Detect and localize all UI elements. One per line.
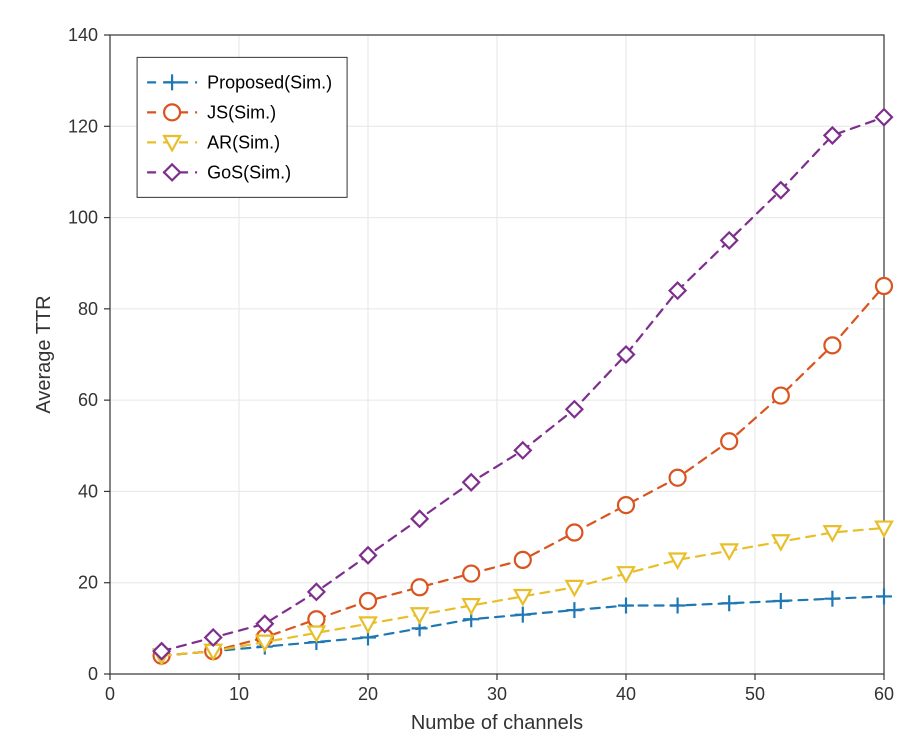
x-axis-label: Numbe of channels [411, 712, 583, 734]
x-tick-label: 10 [229, 684, 249, 704]
legend-label: Proposed(Sim.) [207, 72, 332, 92]
x-tick-label: 0 [105, 684, 115, 704]
y-tick-label: 60 [78, 390, 98, 410]
chart-container: 0 10 20 30 40 50 60 0 20 40 60 80 100 120 140 Numbe of … [0, 0, 924, 754]
y-tick-label: 100 [68, 208, 98, 228]
legend: Proposed(Sim.) JS(Sim.) AR(Sim.) GoS(Sim.) [137, 57, 347, 197]
x-tick-label: 30 [487, 684, 507, 704]
legend-label: AR(Sim.) [207, 132, 280, 152]
x-tick-label: 60 [874, 684, 894, 704]
legend-label: JS(Sim.) [207, 102, 276, 122]
legend-label: GoS(Sim.) [207, 162, 291, 182]
y-tick-label: 80 [78, 299, 98, 319]
y-tick-label: 140 [68, 25, 98, 45]
y-axis-label: Average TTR [33, 295, 55, 413]
y-tick-label: 20 [78, 573, 98, 593]
y-tick-label: 120 [68, 116, 98, 136]
x-tick-label: 20 [358, 684, 378, 704]
x-tick-label: 50 [745, 684, 765, 704]
y-tick-label: 40 [78, 481, 98, 501]
x-tick-label: 40 [616, 684, 636, 704]
y-tick-label: 0 [88, 664, 98, 684]
ttr-chart: 0 10 20 30 40 50 60 0 20 40 60 80 100 120 140 Numbe of … [0, 0, 924, 754]
